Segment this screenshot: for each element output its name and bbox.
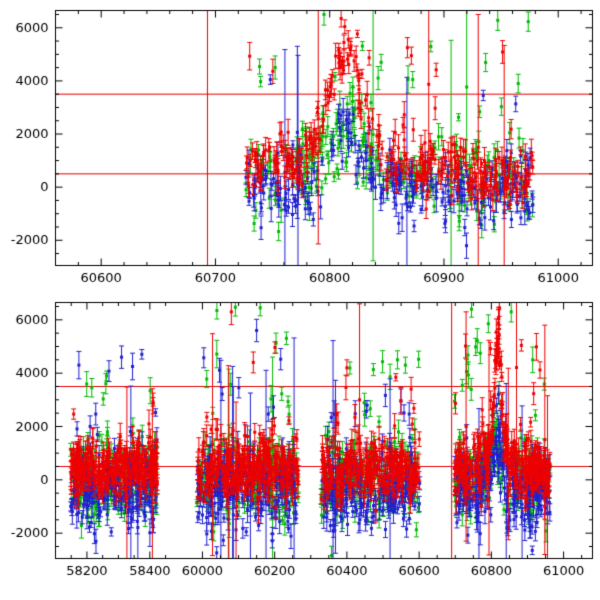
light-curves-canvas (0, 0, 600, 600)
light-curve-figure (0, 0, 600, 600)
